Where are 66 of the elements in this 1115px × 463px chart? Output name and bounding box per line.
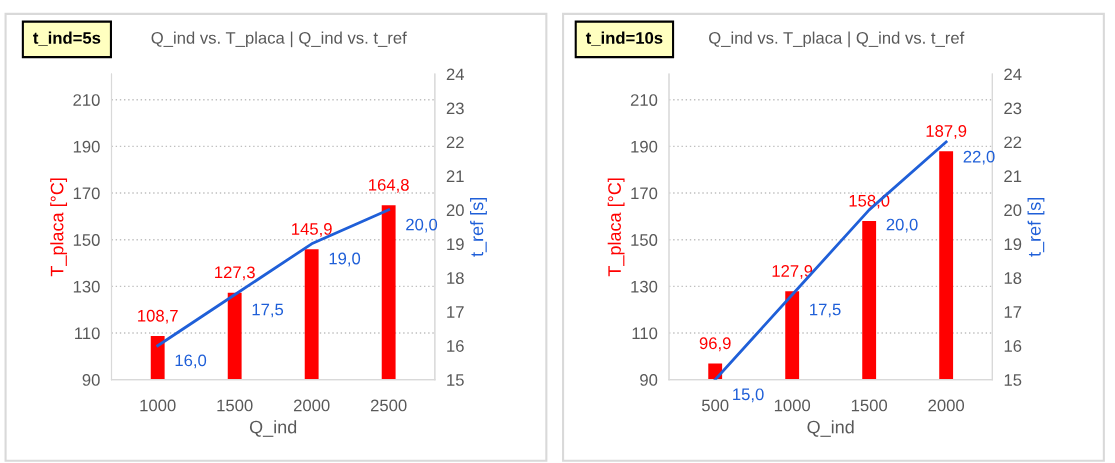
data-label: 20,0 xyxy=(406,218,438,233)
data-label: 17,5 xyxy=(252,303,284,318)
data-label: 164,8 xyxy=(369,178,409,193)
x-tick-label: 2000 xyxy=(928,399,965,412)
x-axis-title: Q_ind xyxy=(249,420,297,437)
text: t_ind=10s xyxy=(585,31,663,46)
chart-title: Q_ind vs. T_placa | Q_ind vs. t_ref xyxy=(709,31,965,48)
y-axis-title: T_placa [°C] xyxy=(607,178,625,277)
y-tick-label: 150 xyxy=(73,234,100,246)
y2-tick-label: 18 xyxy=(1004,272,1022,284)
y-tick-label: 190 xyxy=(631,140,658,153)
data-label: 16,0 xyxy=(175,354,207,369)
data-label: 20,0 xyxy=(886,218,918,233)
y2-tick-label: 24 xyxy=(1004,68,1022,81)
x-tick-label: 1000 xyxy=(774,399,811,412)
data-label: 19,0 xyxy=(329,252,361,267)
y-tick-label: 150 xyxy=(631,234,658,246)
y2-tick-label: 19 xyxy=(447,238,464,251)
y2-tick-label: 19 xyxy=(1004,238,1022,251)
y2-axis-title: t_ref [s] xyxy=(470,198,487,257)
x-tick-label: 1000 xyxy=(140,399,176,412)
data-label: 96,9 xyxy=(699,337,731,352)
chart-title: Q_ind vs. T_placa | Q_ind vs. t_ref xyxy=(151,31,407,48)
y2-tick-label: 21 xyxy=(446,170,464,182)
data-label: 145,9 xyxy=(292,223,332,237)
y2-tick-label: 18 xyxy=(447,272,464,284)
y2-tick-label: 17 xyxy=(1004,306,1022,318)
y2-tick-label: 21 xyxy=(1004,170,1022,182)
y-tick-label: 170 xyxy=(73,187,100,200)
x-tick-label: 1500 xyxy=(217,399,253,412)
y-tick-label: 130 xyxy=(73,280,100,293)
data-label: 108,7 xyxy=(138,309,178,324)
y2-tick-label: 16 xyxy=(447,340,464,352)
data-label: 17,5 xyxy=(810,303,841,318)
y2-tick-label: 15 xyxy=(447,374,464,386)
y2-tick-label: 16 xyxy=(1004,340,1022,352)
y2-tick-label: 23 xyxy=(446,102,464,115)
x-tick-label: 2500 xyxy=(370,399,407,412)
y-tick-label: 90 xyxy=(640,374,658,386)
y-tick-label: 210 xyxy=(73,94,100,106)
x-tick-label: 500 xyxy=(701,399,729,412)
y-axis-title: T_placa [°C] xyxy=(50,178,68,277)
y2-tick-label: 20 xyxy=(1004,204,1022,217)
y2-tick-label: 22 xyxy=(1004,136,1022,149)
y2-tick-label: 24 xyxy=(446,68,465,81)
y-tick-label: 90 xyxy=(82,374,100,386)
y-tick-label: 110 xyxy=(632,327,658,340)
x-axis-title: Q_ind xyxy=(807,420,854,437)
x-tick-label: 2000 xyxy=(293,399,330,412)
y-tick-label: 210 xyxy=(630,94,658,106)
y2-tick-label: 20 xyxy=(446,204,464,217)
data-label: 22,0 xyxy=(963,150,995,165)
data-label: 187,9 xyxy=(926,125,967,139)
x-tick-label: 1500 xyxy=(851,399,888,412)
data-label: 127,3 xyxy=(215,266,255,281)
y2-tick-label: 23 xyxy=(1004,102,1022,115)
y2-axis-title: t_ref [s] xyxy=(1027,198,1045,257)
y2-tick-label: 22 xyxy=(446,136,464,149)
text: t_ind=5s xyxy=(33,31,101,46)
data-label: 15,0 xyxy=(733,388,764,403)
y2-tick-label: 15 xyxy=(1004,374,1022,386)
y-tick-label: 170 xyxy=(631,187,658,200)
y-tick-label: 190 xyxy=(73,140,100,153)
y-tick-label: 130 xyxy=(631,280,658,293)
y-tick-label: 110 xyxy=(75,327,100,340)
y2-tick-label: 17 xyxy=(447,306,464,318)
